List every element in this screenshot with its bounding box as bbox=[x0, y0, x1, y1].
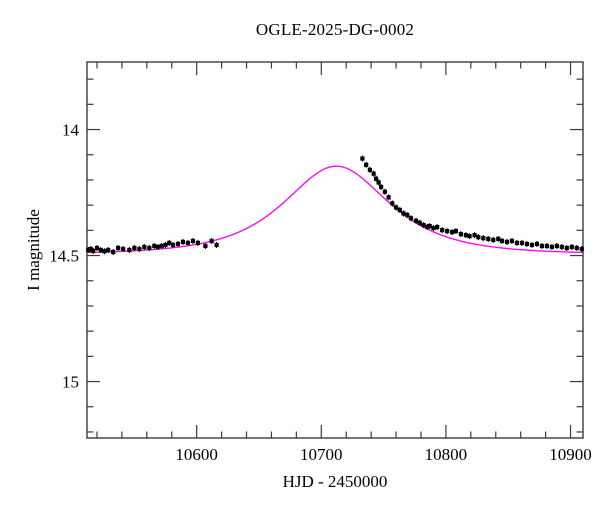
data-point bbox=[147, 245, 152, 251]
data-point bbox=[425, 224, 430, 229]
data-point bbox=[190, 238, 196, 244]
data-point bbox=[450, 230, 455, 235]
data-point bbox=[549, 244, 554, 250]
data-point bbox=[514, 240, 520, 246]
data-point bbox=[435, 224, 440, 230]
data-point bbox=[364, 162, 369, 167]
data-point bbox=[417, 220, 422, 225]
data-point bbox=[159, 243, 164, 249]
data-point bbox=[509, 238, 515, 244]
data-point bbox=[379, 184, 384, 190]
data-point bbox=[390, 201, 395, 206]
data-point bbox=[98, 247, 103, 253]
data-point bbox=[371, 171, 376, 176]
plot-title: OGLE-2025-DG-0002 bbox=[255, 20, 415, 39]
data-point bbox=[453, 228, 458, 234]
data-point bbox=[209, 238, 214, 244]
data-point bbox=[111, 249, 116, 255]
y-tick-label: 15 bbox=[62, 373, 79, 392]
data-point bbox=[376, 180, 381, 185]
data-point bbox=[539, 243, 544, 249]
data-point bbox=[121, 246, 126, 252]
data-point bbox=[401, 211, 406, 216]
data-point bbox=[486, 236, 491, 242]
data-point bbox=[529, 242, 535, 248]
data-point bbox=[106, 247, 111, 253]
data-point bbox=[88, 246, 93, 252]
data-point bbox=[203, 243, 208, 249]
x-tick-label: 10900 bbox=[549, 445, 592, 464]
x-tick-label: 10600 bbox=[175, 445, 218, 464]
data-point bbox=[86, 247, 91, 253]
data-point bbox=[524, 241, 530, 247]
data-point bbox=[574, 245, 579, 251]
plot-box bbox=[86, 61, 584, 439]
data-point bbox=[476, 235, 481, 240]
y-axis-label-text: I magnitude bbox=[24, 209, 43, 291]
data-point bbox=[496, 236, 501, 242]
data-point bbox=[481, 236, 486, 241]
data-point bbox=[94, 245, 100, 251]
data-point bbox=[445, 228, 450, 234]
data-point bbox=[463, 233, 468, 238]
data-point bbox=[374, 176, 379, 181]
data-point bbox=[405, 212, 410, 218]
data-point bbox=[413, 218, 419, 223]
data-point bbox=[408, 216, 414, 221]
data-point bbox=[102, 249, 107, 254]
data-point bbox=[91, 248, 96, 254]
data-point bbox=[152, 243, 157, 249]
data-point bbox=[467, 234, 472, 239]
data-point bbox=[499, 238, 505, 244]
y-tick-label: 14 bbox=[62, 121, 80, 140]
data-point bbox=[559, 244, 564, 250]
data-point bbox=[393, 205, 399, 210]
data-point bbox=[175, 241, 181, 247]
data-point bbox=[554, 243, 559, 249]
data-point bbox=[180, 239, 186, 245]
data-point bbox=[155, 244, 161, 250]
data-point bbox=[534, 241, 539, 247]
data-point bbox=[458, 232, 463, 237]
data-point bbox=[185, 240, 191, 246]
data-point bbox=[382, 189, 387, 194]
data-point bbox=[564, 245, 569, 251]
y-tick-label: 14.5 bbox=[49, 247, 79, 266]
data-point bbox=[544, 243, 549, 249]
data-point bbox=[427, 223, 432, 229]
data-point bbox=[137, 246, 142, 252]
data-point bbox=[360, 156, 365, 161]
x-tick-label: 10800 bbox=[425, 445, 468, 464]
data-point bbox=[397, 207, 402, 213]
model-curve bbox=[86, 165, 583, 254]
x-axis-label: HJD - 2450000 bbox=[282, 472, 388, 491]
data-point bbox=[569, 244, 574, 250]
data-point bbox=[421, 222, 426, 228]
x-tick-label: 10700 bbox=[300, 445, 343, 464]
data-point bbox=[214, 242, 219, 248]
data-point bbox=[142, 244, 147, 250]
data-point bbox=[195, 240, 201, 246]
data-point bbox=[132, 245, 137, 251]
data-point bbox=[472, 233, 477, 238]
data-point bbox=[127, 247, 132, 253]
data-point bbox=[491, 237, 496, 243]
data-point bbox=[170, 242, 176, 248]
data-point bbox=[367, 167, 372, 172]
data-point bbox=[519, 240, 525, 246]
data-point bbox=[386, 195, 391, 200]
data-point bbox=[167, 240, 172, 246]
data-point bbox=[504, 239, 510, 245]
data-point bbox=[579, 246, 584, 252]
data-point bbox=[431, 225, 436, 231]
data-point bbox=[116, 245, 121, 251]
data-point bbox=[163, 242, 168, 248]
data-point bbox=[440, 227, 445, 233]
